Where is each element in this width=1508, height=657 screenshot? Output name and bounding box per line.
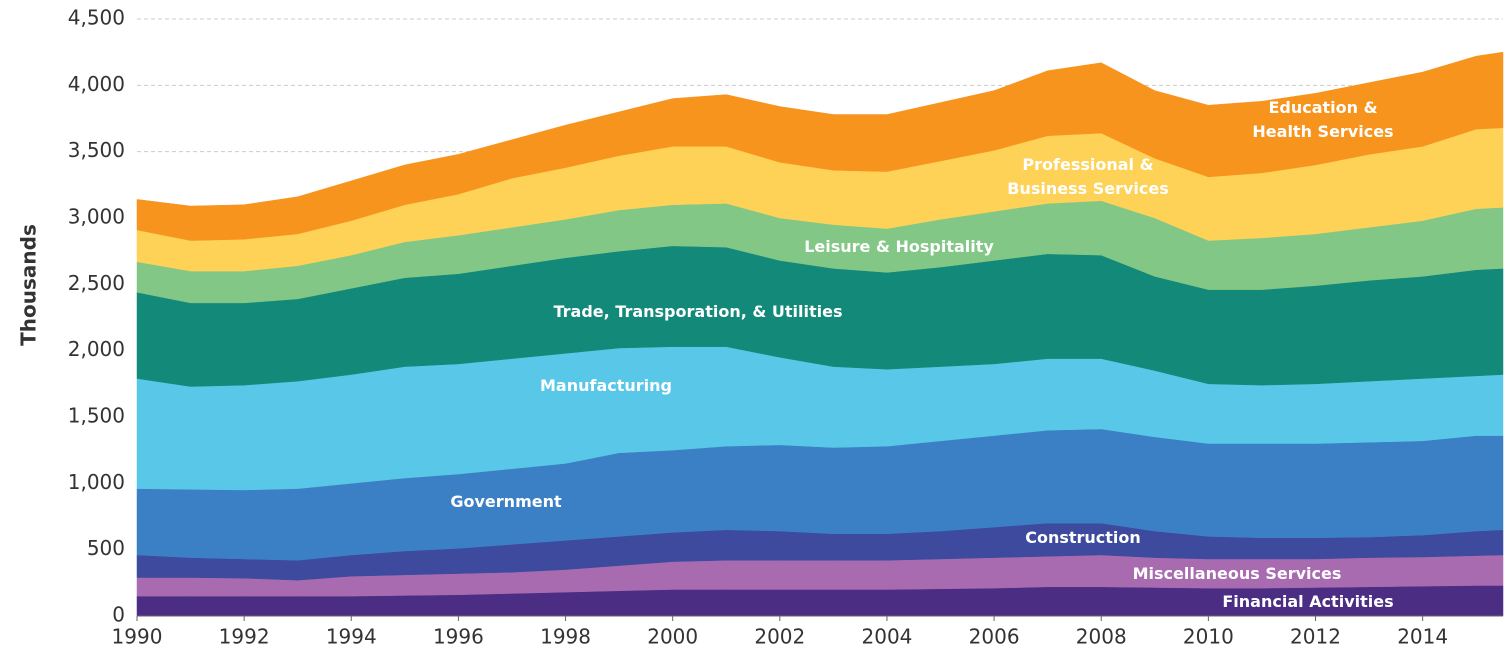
y-tick-label: 4,500 bbox=[68, 6, 125, 30]
y-tick-label: 2,500 bbox=[68, 271, 125, 295]
x-tick-label: 2010 bbox=[1183, 625, 1234, 649]
x-tick-label: 2014 bbox=[1397, 625, 1448, 649]
y-tick-label: 1,500 bbox=[68, 404, 125, 428]
series-label: Government bbox=[450, 492, 562, 511]
y-tick-label: 0 bbox=[112, 603, 125, 627]
x-tick-label: 1996 bbox=[433, 625, 484, 649]
x-tick-label: 1992 bbox=[219, 625, 270, 649]
x-tick-label: 2006 bbox=[969, 625, 1020, 649]
series-label: Education & Health Services bbox=[1252, 98, 1394, 141]
x-tick-label: 1998 bbox=[540, 625, 591, 649]
y-tick-label: 1,000 bbox=[68, 470, 125, 494]
y-tick-label: 4,000 bbox=[68, 72, 125, 96]
x-tick-label: 2002 bbox=[754, 625, 805, 649]
series-label: Professional & Business Services bbox=[1007, 155, 1169, 198]
series-label: Manufacturing bbox=[540, 376, 672, 395]
y-tick-label: 3,500 bbox=[68, 138, 125, 162]
series-label: Construction bbox=[1025, 528, 1141, 547]
area bbox=[136, 51, 1504, 241]
series-label: Miscellaneous Services bbox=[1132, 564, 1342, 583]
y-tick-label: 3,000 bbox=[68, 205, 125, 229]
x-tick-label: 2000 bbox=[647, 625, 698, 649]
series-label: Financial Activities bbox=[1222, 592, 1394, 611]
series-label: Leisure & Hospitality bbox=[804, 237, 994, 256]
series-label: Trade, Transporation, & Utilities bbox=[553, 302, 843, 321]
y-tick-label: 2,000 bbox=[68, 337, 125, 361]
x-tick-label: 1990 bbox=[112, 625, 163, 649]
x-tick-label: 2008 bbox=[1076, 625, 1127, 649]
y-axis-label: Thousands bbox=[17, 224, 41, 346]
x-tick-label: 2004 bbox=[862, 625, 913, 649]
x-tick-label: 2012 bbox=[1290, 625, 1341, 649]
y-tick-label: 500 bbox=[87, 536, 125, 560]
x-tick-label: 1994 bbox=[326, 625, 377, 649]
